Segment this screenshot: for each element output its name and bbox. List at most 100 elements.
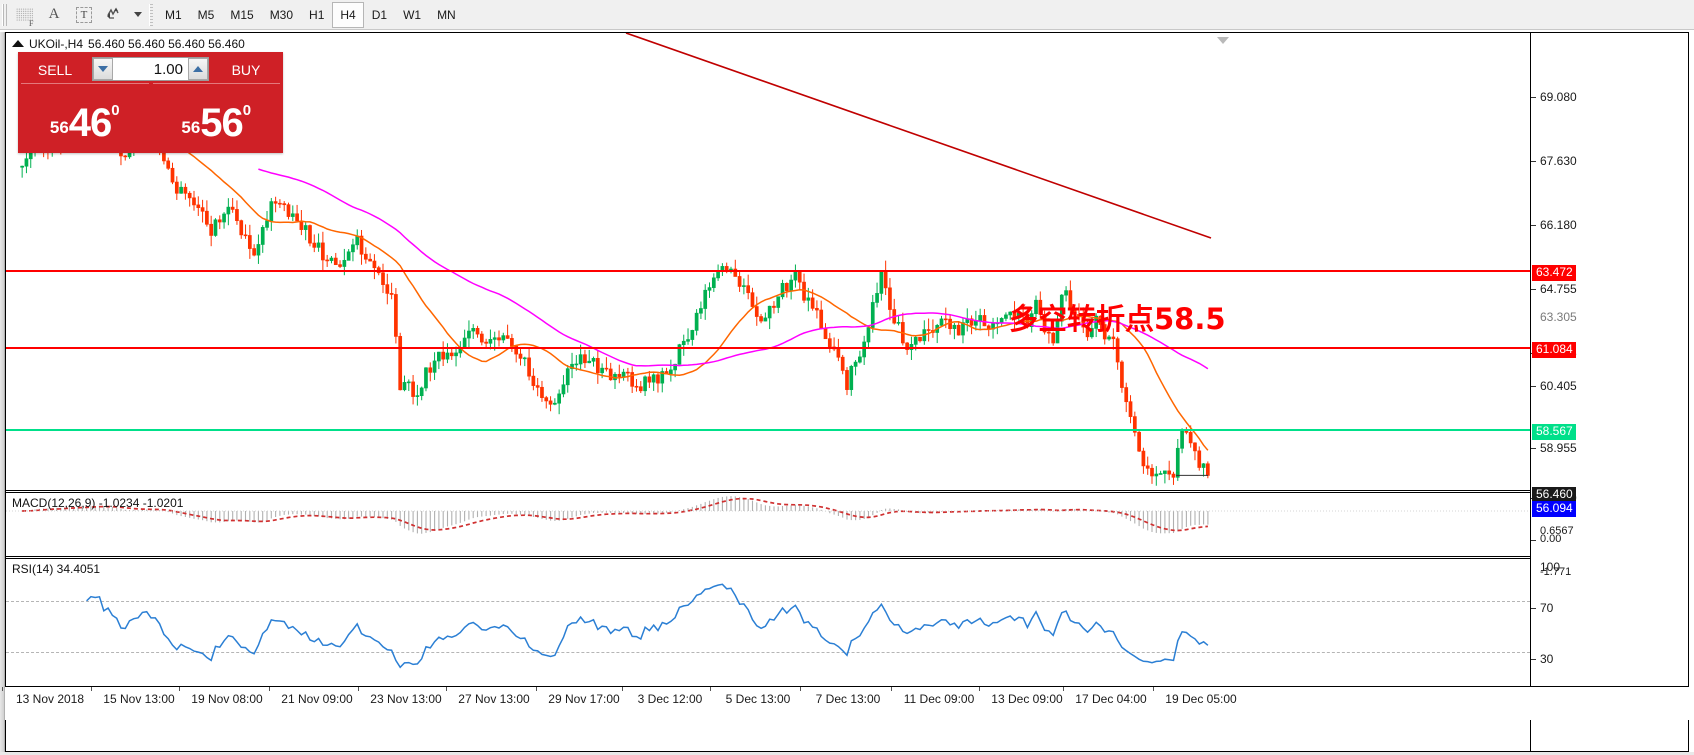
time-axis-label: 11 Dec 09:00 bbox=[903, 692, 975, 706]
axis-label-63363-hidden: 63.305 bbox=[1540, 310, 1577, 324]
time-axis-tick bbox=[979, 687, 980, 691]
time-axis-tick bbox=[800, 687, 801, 691]
sell-price-display[interactable]: 56 46 0 bbox=[21, 83, 149, 144]
objects-dropdown-caret-icon[interactable] bbox=[129, 2, 145, 28]
time-axis-label: 13 Nov 2018 bbox=[15, 692, 85, 706]
macd-pane[interactable]: MACD(12,26,9) -1.0234 -1.0201 bbox=[6, 492, 1530, 557]
timeframe-mn[interactable]: MN bbox=[437, 7, 456, 22]
time-axis-label: 7 Dec 13:00 bbox=[815, 692, 881, 706]
sell-price-prefix: 56 bbox=[49, 118, 69, 137]
timeframe-m30[interactable]: M30 bbox=[269, 7, 294, 22]
time-axis-tick bbox=[710, 687, 711, 691]
axis-badge-61084[interactable]: 61.084 bbox=[1532, 342, 1576, 358]
objects-glyph bbox=[107, 7, 119, 19]
time-axis-tick bbox=[2, 687, 3, 691]
volume-input[interactable]: 1.00 bbox=[113, 58, 188, 80]
rsi-axis-label-70: 70 bbox=[1540, 601, 1554, 615]
time-axis-label: 27 Nov 13:00 bbox=[458, 692, 530, 706]
symbol-header: UKOil-,H4 56.460 56.460 56.460 56.460 bbox=[12, 37, 245, 51]
axis-label-58955: 58.955 bbox=[1540, 441, 1577, 455]
hline-resistance-61084[interactable] bbox=[6, 347, 1530, 349]
rsi-plot bbox=[86, 583, 1209, 669]
axis-badge-58567[interactable]: 58.567 bbox=[1532, 424, 1576, 440]
axis-badge-63472[interactable]: 63.472 bbox=[1532, 265, 1576, 281]
time-axis-tick bbox=[179, 687, 180, 691]
rsi-axis-label-30: 30 bbox=[1540, 652, 1554, 666]
time-axis-tick bbox=[358, 687, 359, 691]
timeframe-h4[interactable]: H4 bbox=[332, 1, 364, 28]
timeframe-m1[interactable]: M1 bbox=[165, 7, 182, 22]
crosshair-grid-icon[interactable] bbox=[9, 2, 39, 28]
rsi-level-30 bbox=[6, 652, 1530, 653]
time-axis-tick bbox=[1063, 687, 1064, 691]
chevron-up-icon bbox=[193, 66, 203, 72]
sell-button[interactable]: SELL bbox=[21, 56, 89, 83]
rsi-level-70 bbox=[6, 601, 1530, 602]
time-axis-tick bbox=[446, 687, 447, 691]
time-axis-label: 23 Nov 13:00 bbox=[370, 692, 442, 706]
volume-stepper[interactable]: 1.00 bbox=[92, 57, 209, 81]
hline-resistance-63472[interactable] bbox=[6, 270, 1530, 272]
time-axis-label: 5 Dec 13:00 bbox=[725, 692, 791, 706]
time-axis-tick bbox=[536, 687, 537, 691]
time-axis-tick bbox=[91, 687, 92, 691]
timeframe-d1[interactable]: D1 bbox=[371, 7, 388, 22]
buy-price-display[interactable]: 56 56 0 bbox=[152, 83, 280, 145]
bottom-scroll-strip[interactable] bbox=[0, 752, 1694, 755]
chart-frame: MACD(12,26,9) -1.0234 -1.0201 RSI(14) 34… bbox=[5, 32, 1689, 752]
rsi-pane[interactable]: RSI(14) 34.4051 bbox=[6, 558, 1530, 686]
text-a-icon[interactable]: A bbox=[48, 6, 60, 22]
symbol-ohlc: 56.460 56.460 56.460 56.460 bbox=[88, 37, 245, 51]
main-toolbar: A T M1 M5 M15 M30 H1 H4 D1 W1 MN bbox=[0, 0, 1694, 30]
timeframe-h1[interactable]: H1 bbox=[309, 7, 325, 22]
buy-price-pip: 0 bbox=[242, 102, 252, 119]
buy-price-main: 56 bbox=[200, 101, 243, 145]
time-axis-label: 17 Dec 04:00 bbox=[1075, 692, 1147, 706]
time-axis[interactable]: 13 Nov 2018 15 Nov 13:00 19 Nov 08:00 21 No… bbox=[2, 686, 1689, 720]
macd-title: MACD(12,26,9) -1.0234 -1.0201 bbox=[12, 496, 184, 510]
symbol-name: UKOil-,H4 bbox=[29, 37, 84, 51]
time-axis-tick bbox=[269, 687, 270, 691]
one-click-trading-panel[interactable]: SELL 1.00 BUY 56 46 0 56 56 0 bbox=[18, 52, 283, 153]
objects-icon[interactable] bbox=[99, 2, 129, 28]
chevron-down-icon bbox=[98, 66, 108, 72]
time-axis-label: 19 Dec 05:00 bbox=[1165, 692, 1237, 706]
macd-plot bbox=[6, 496, 1530, 534]
price-axis[interactable]: 69.080 67.630 66.180 64.755 63.305 61.85… bbox=[1530, 33, 1688, 751]
macd-axis-label-bottom: -1.771 bbox=[1540, 566, 1572, 578]
axis-badge-56094[interactable]: 56.094 bbox=[1532, 501, 1576, 517]
time-axis-label: 13 Dec 09:00 bbox=[991, 692, 1063, 706]
time-axis-tick bbox=[1153, 687, 1154, 691]
timeframe-m15[interactable]: M15 bbox=[230, 7, 254, 22]
axis-label-69080: 69.080 bbox=[1540, 90, 1577, 104]
macd-axis-label-zero: 0.00 bbox=[1540, 533, 1562, 545]
symbol-marker-icon bbox=[12, 39, 24, 47]
macd-axis-label-top: 0.6567 bbox=[1540, 525, 1574, 537]
sell-price-main: 46 bbox=[68, 101, 112, 145]
axis-label-66180: 66.180 bbox=[1540, 218, 1577, 232]
volume-increase-button[interactable] bbox=[188, 58, 208, 80]
time-axis-label: 19 Nov 08:00 bbox=[191, 692, 263, 706]
time-axis-label: 29 Nov 17:00 bbox=[548, 692, 620, 706]
chart-annotation-text[interactable]: 多空转折点58.5 bbox=[1009, 302, 1226, 336]
buy-price-prefix: 56 bbox=[181, 118, 201, 137]
rsi-axis-label-100: 100 bbox=[1540, 560, 1561, 574]
left-scroll-strip[interactable] bbox=[0, 32, 5, 752]
buy-button[interactable]: BUY bbox=[212, 56, 280, 83]
timeframe-w1[interactable]: W1 bbox=[403, 7, 422, 22]
axis-label-60405: 60.405 bbox=[1540, 379, 1577, 393]
hline-pivot-58567[interactable] bbox=[6, 429, 1530, 431]
toolbar-drag-handle[interactable] bbox=[2, 3, 9, 26]
axis-label-64755: 64.755 bbox=[1540, 282, 1577, 296]
time-axis-tick bbox=[622, 687, 623, 691]
toolbar-separator bbox=[149, 3, 153, 26]
text-box-icon[interactable]: T bbox=[69, 2, 99, 28]
timeframe-m5[interactable]: M5 bbox=[197, 7, 215, 22]
sell-price-pip: 0 bbox=[111, 102, 120, 119]
volume-decrease-button[interactable] bbox=[93, 58, 113, 80]
price-plot bbox=[20, 33, 1229, 486]
axis-badge-56460[interactable]: 56.460 bbox=[1532, 487, 1576, 503]
time-axis-tick bbox=[891, 687, 892, 691]
time-axis-label: 15 Nov 13:00 bbox=[103, 692, 175, 706]
axis-label-67630: 67.630 bbox=[1540, 154, 1577, 168]
